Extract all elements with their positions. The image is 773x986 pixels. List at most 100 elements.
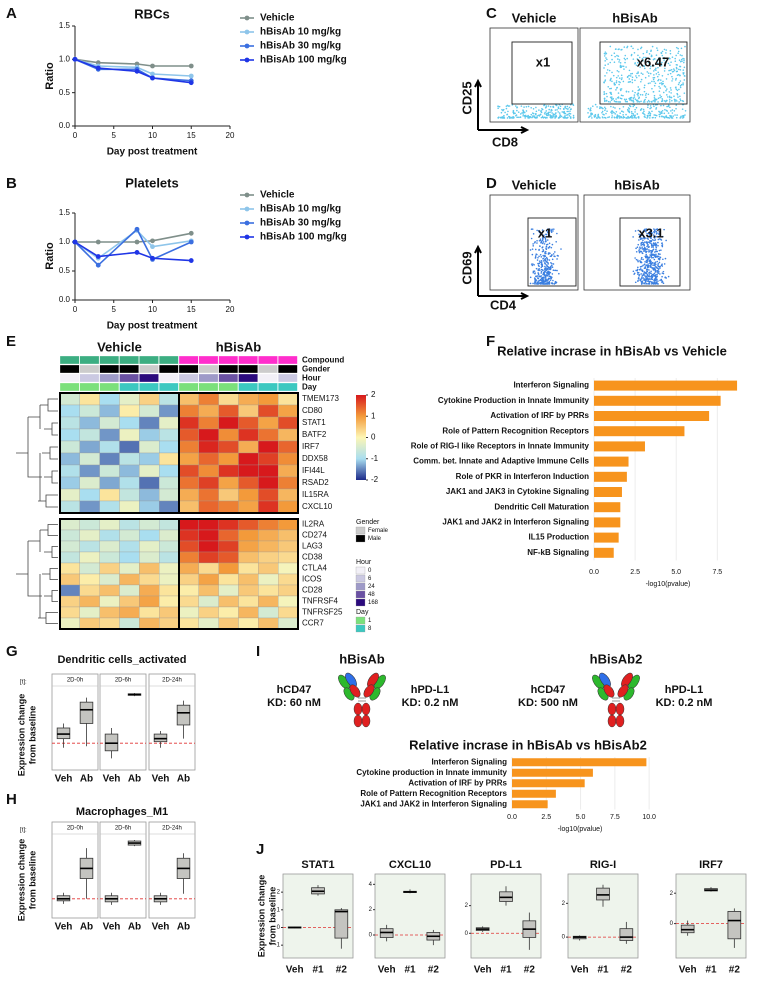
event-dot — [650, 106, 652, 109]
x-tick-label: Ab — [177, 774, 190, 785]
event-dot — [678, 101, 680, 103]
antibody-domain — [353, 714, 363, 728]
event-dot — [663, 48, 666, 51]
event-dot — [674, 60, 677, 63]
event-dot — [649, 117, 651, 119]
heatmap-cell — [218, 584, 239, 597]
event-dot — [655, 67, 657, 70]
event-dot — [644, 281, 647, 283]
heatmap-cell — [178, 392, 199, 406]
heatmap-cell — [59, 476, 80, 490]
event-dot — [632, 99, 634, 101]
event-dot — [550, 261, 552, 264]
row-label: BATF2 — [302, 430, 327, 439]
chart-title: Relative incrase in hBisAb vs Vehicle — [497, 343, 727, 358]
event-dot — [645, 51, 648, 54]
event-dot — [657, 280, 659, 282]
event-dot — [566, 117, 568, 119]
heatmap-cell — [119, 595, 140, 608]
event-dot — [675, 77, 677, 80]
heatmap-cell — [198, 584, 219, 597]
event-dot — [649, 67, 652, 70]
data-point — [134, 250, 140, 255]
event-dot — [658, 238, 661, 240]
event-dot — [650, 65, 652, 68]
event-dot — [515, 114, 518, 116]
heatmap-cell — [79, 584, 100, 597]
event-dot — [554, 109, 557, 111]
event-dot — [636, 101, 639, 103]
event-dot — [520, 105, 523, 107]
event-dot — [645, 259, 648, 262]
event-dot — [628, 74, 630, 77]
event-dot — [647, 104, 649, 106]
event-dot — [622, 80, 625, 83]
event-dot — [638, 235, 641, 237]
event-dot — [548, 266, 551, 269]
heatmap-cell — [59, 428, 80, 442]
category-label: Activation of IRF by PRRs — [408, 778, 507, 787]
event-dot — [632, 58, 635, 60]
y-axis-label: from baseline — [27, 706, 37, 765]
data-point — [150, 244, 155, 250]
event-dot — [658, 231, 660, 233]
event-dot — [647, 116, 649, 118]
annotation-cell — [218, 364, 239, 374]
data-point — [150, 71, 155, 77]
heatmap-cell — [278, 551, 299, 564]
heatmap-cell — [198, 562, 219, 575]
event-dot — [650, 262, 652, 265]
event-dot — [621, 77, 623, 79]
heatmap-cell — [178, 500, 199, 514]
event-dot — [603, 52, 606, 55]
event-dot — [676, 100, 678, 102]
event-dot — [640, 258, 643, 260]
event-dot — [566, 110, 568, 113]
heatmap-cell — [159, 416, 180, 430]
y-axis-label: CD25 — [459, 81, 474, 114]
antibody-name: hBisAb — [339, 651, 385, 666]
event-dot — [634, 91, 636, 94]
heatmap-cell — [278, 595, 299, 608]
event-dot — [529, 282, 532, 285]
event-dot — [648, 283, 651, 285]
event-dot — [629, 75, 632, 77]
heatmap-cell — [159, 573, 180, 586]
event-dot — [638, 97, 640, 100]
event-dot — [637, 48, 639, 51]
event-dot — [549, 268, 552, 271]
event-dot — [552, 253, 555, 255]
event-dot — [502, 109, 504, 112]
event-dot — [538, 249, 540, 251]
heatmap-cell — [278, 440, 299, 454]
event-dot — [547, 270, 550, 273]
y-axis-label: Expression change — [16, 694, 26, 777]
event-dot — [591, 112, 593, 115]
event-dot — [619, 97, 622, 100]
heatmap-cell — [258, 617, 279, 630]
event-dot — [620, 97, 623, 100]
event-dot — [545, 245, 548, 248]
event-dot — [653, 76, 656, 79]
event-dot — [679, 69, 682, 71]
heatmap-cell — [238, 392, 259, 406]
event-dot — [682, 69, 685, 71]
event-dot — [537, 283, 540, 285]
event-dot — [632, 113, 635, 115]
event-dot — [643, 263, 646, 266]
event-dot — [643, 101, 646, 103]
event-dot — [684, 109, 687, 112]
event-dot — [543, 104, 546, 106]
event-dot — [644, 274, 646, 277]
event-dot — [633, 272, 636, 275]
event-dot — [679, 74, 681, 77]
heatmap-cell — [238, 464, 259, 478]
y-axis-label: Ratio — [44, 62, 56, 90]
event-dot — [661, 83, 663, 86]
legend-label: hBisAb 30 mg/kg — [260, 41, 341, 52]
heatmap-cell — [79, 573, 100, 586]
heatmap-cell — [99, 416, 120, 430]
event-dot — [546, 261, 548, 263]
event-dot — [544, 250, 547, 253]
event-dot — [660, 104, 662, 107]
